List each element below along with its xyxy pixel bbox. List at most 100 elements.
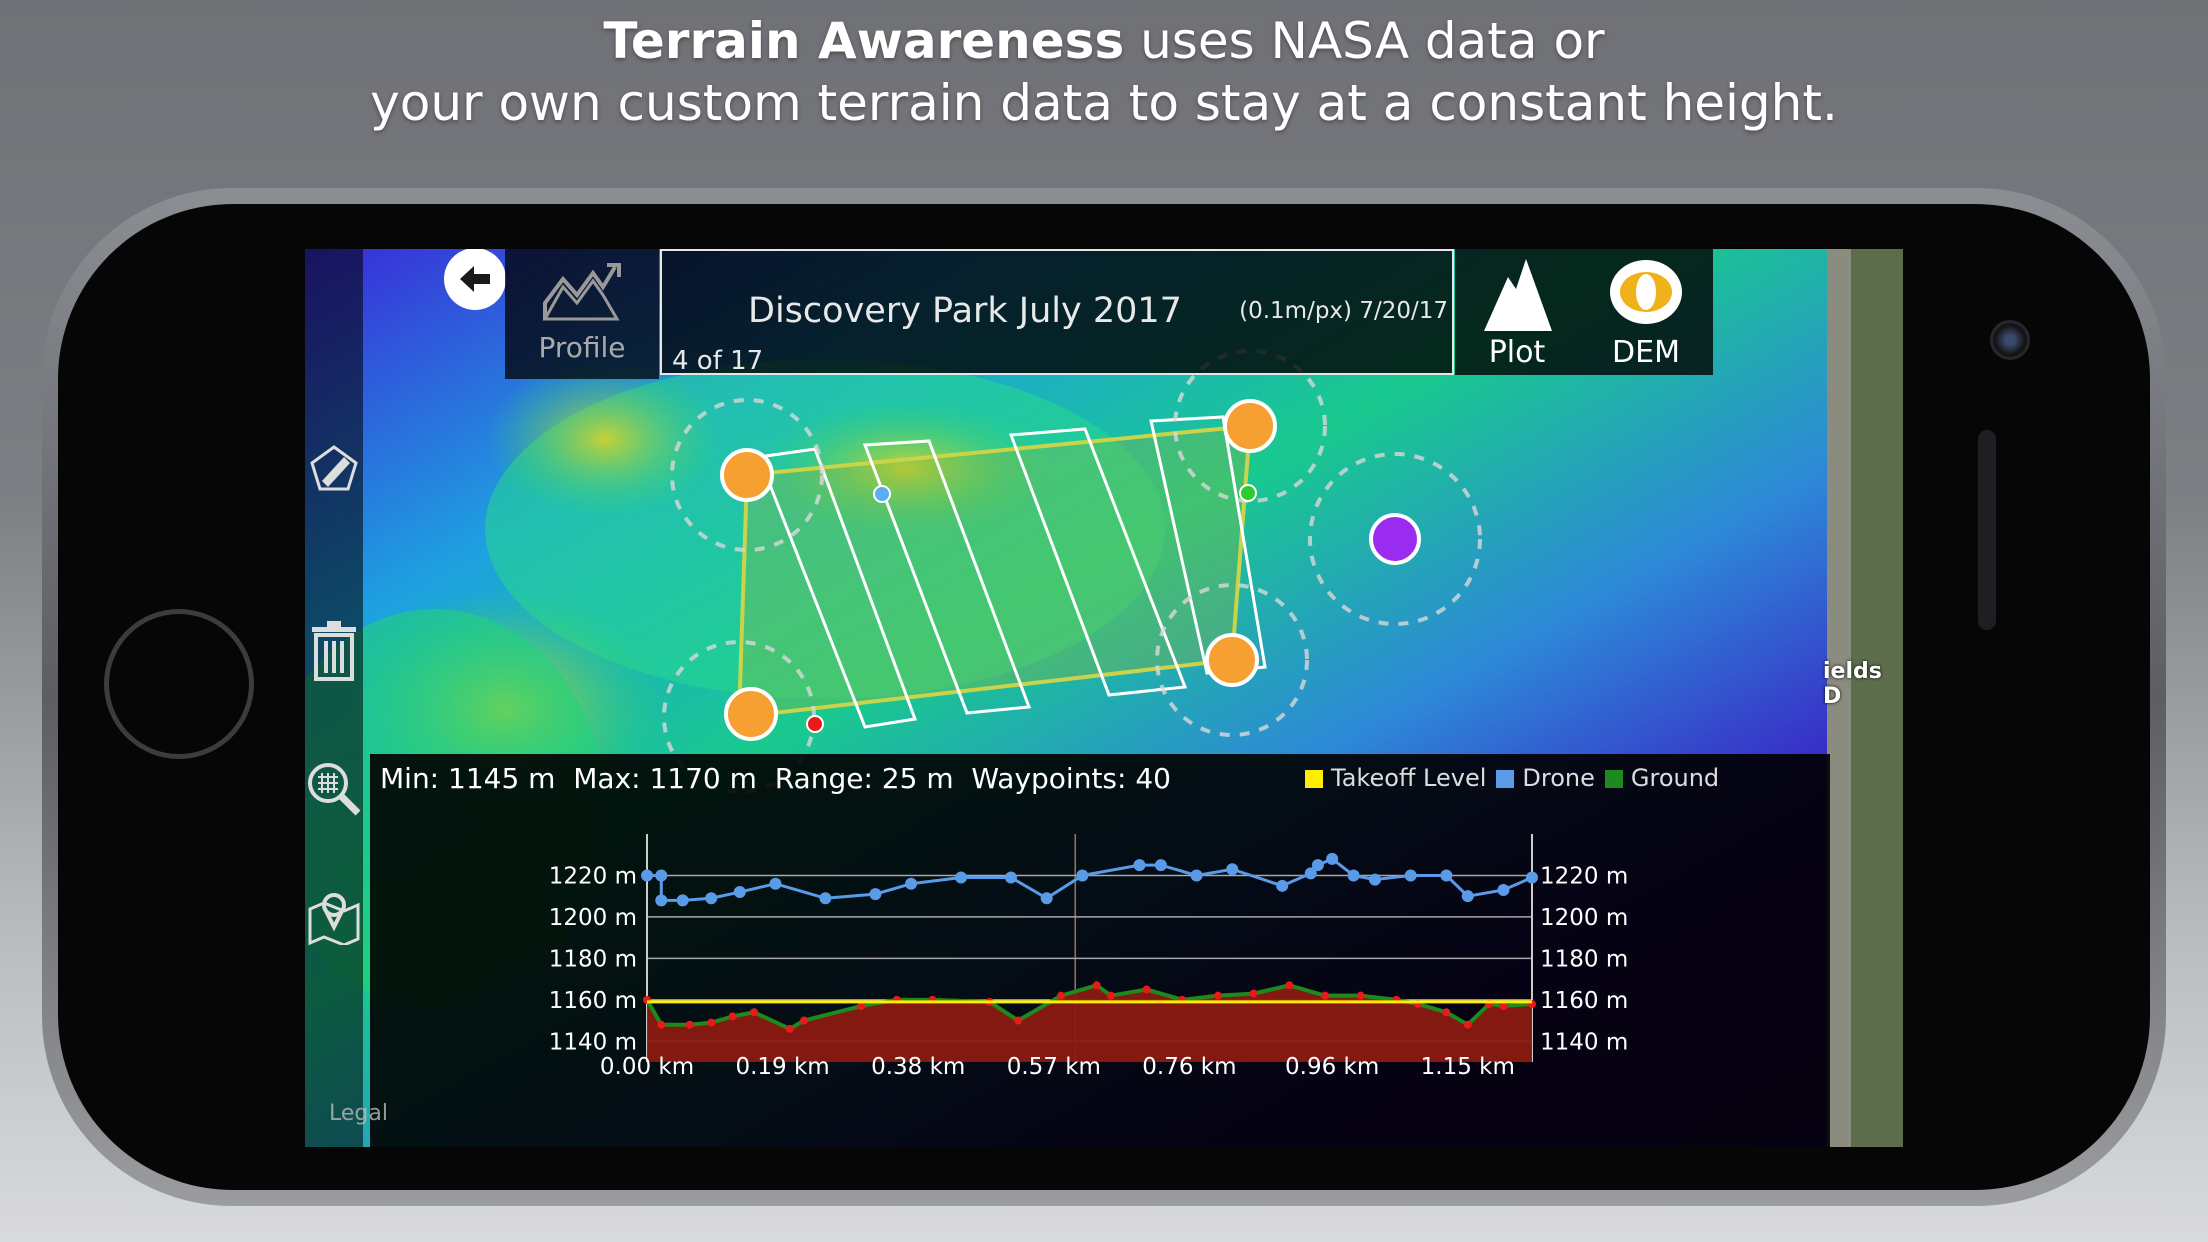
drone-point: [1311, 859, 1324, 872]
profile-chart-icon: [542, 263, 621, 321]
drone-point: [1461, 890, 1474, 903]
drone-point: [1004, 871, 1017, 884]
dem-button[interactable]: DEM: [1579, 249, 1713, 375]
y-tick-left: 1220 m: [549, 863, 637, 889]
headline-line1: uses NASA data or: [1124, 12, 1605, 70]
drone-point: [1304, 867, 1317, 880]
y-tick-right: 1160 m: [1540, 988, 1628, 1014]
drone-point: [733, 886, 746, 899]
drone-point: [1347, 869, 1360, 882]
x-tick: 0.57 km: [1007, 1054, 1101, 1080]
y-tick-left: 1140 m: [549, 1029, 637, 1055]
y-tick-right: 1200 m: [1540, 905, 1628, 931]
home-button: [104, 609, 254, 759]
ground-point: [657, 1020, 666, 1029]
profile-button[interactable]: Profile: [505, 249, 659, 379]
ground-point: [707, 1018, 716, 1027]
x-tick: 0.00 km: [600, 1054, 694, 1080]
app-screen: Profile Discovery Park July 2017 (0.1m/p…: [305, 249, 1903, 1147]
drone-point: [1440, 869, 1453, 882]
x-tick: 1.15 km: [1421, 1054, 1515, 1080]
drone-point: [1040, 892, 1053, 905]
edit-polygon-icon[interactable]: [305, 429, 363, 509]
plot-label: Plot: [1488, 335, 1546, 370]
drone-point: [869, 888, 882, 901]
drone-point: [769, 877, 782, 890]
legend-ground-label: Ground: [1630, 764, 1720, 792]
ground-point: [1249, 989, 1258, 998]
chart-legend: Takeoff Level Drone Ground: [1305, 764, 1719, 792]
ground-point: [1356, 991, 1365, 1000]
x-tick: 0.96 km: [1285, 1054, 1379, 1080]
y-tick-right: 1180 m: [1540, 946, 1628, 972]
drone-point: [655, 869, 668, 882]
zoom-grid-icon[interactable]: [305, 749, 363, 829]
drone-point: [1368, 873, 1381, 886]
headline: Terrain Awareness uses NASA data or your…: [0, 10, 2208, 134]
ground-point: [1014, 1016, 1023, 1025]
back-button[interactable]: [442, 249, 508, 312]
y-tick-right: 1220 m: [1540, 863, 1628, 889]
ground-point: [800, 1016, 809, 1025]
x-tick: 0.76 km: [1142, 1054, 1236, 1080]
drone-point: [905, 877, 918, 890]
ground-area: [647, 985, 1532, 1062]
legend-drone: Drone: [1496, 764, 1595, 792]
mission-count: 4 of 17: [672, 346, 764, 376]
street-label: ields D: [1823, 659, 1882, 709]
ground-point: [1092, 981, 1101, 990]
ground-point: [857, 1002, 866, 1011]
drone-point: [1497, 883, 1510, 896]
drone-point: [1190, 869, 1203, 882]
ground-point: [1106, 991, 1115, 1000]
headline-line2: your own custom terrain data to stay at …: [370, 74, 1838, 132]
ground-point: [1463, 1020, 1472, 1029]
plot-button[interactable]: Plot: [1455, 249, 1579, 375]
ground-point: [728, 1012, 737, 1021]
drone-point: [819, 892, 832, 905]
drone-point: [641, 869, 653, 882]
ground-point: [685, 1020, 694, 1029]
trash-icon[interactable]: [305, 611, 363, 691]
drone-point: [655, 894, 668, 907]
map-pin-icon[interactable]: [305, 877, 363, 957]
drone-point: [705, 892, 718, 905]
ground-point: [1321, 991, 1330, 1000]
camera-lens: [1990, 320, 2030, 360]
y-tick-right: 1140 m: [1540, 1029, 1628, 1055]
chart-stats: Min: 1145 m Max: 1170 m Range: 25 m Wayp…: [380, 762, 1171, 795]
ground-point: [1213, 991, 1222, 1000]
y-tick-left: 1180 m: [549, 946, 637, 972]
legend-ground: Ground: [1604, 764, 1720, 792]
drone-point: [1076, 869, 1089, 882]
y-tick-left: 1160 m: [549, 988, 637, 1014]
left-toolbar: [305, 249, 363, 1147]
ground-point: [785, 1024, 794, 1033]
profile-label: Profile: [538, 331, 626, 364]
drone-point: [1133, 859, 1146, 872]
speaker-grille: [1978, 430, 1996, 630]
drone-point: [1226, 863, 1239, 876]
mission-meta: (0.1m/px) 7/20/17: [1239, 298, 1448, 324]
map-legal-link[interactable]: Legal: [329, 1101, 388, 1126]
drone-point: [1154, 859, 1167, 872]
drone-point: [1404, 869, 1417, 882]
ground-point: [1442, 1008, 1451, 1017]
headline-bold: Terrain Awareness: [603, 12, 1125, 70]
legend-drone-label: Drone: [1522, 764, 1595, 792]
ground-point: [1142, 985, 1151, 994]
ground-point: [750, 1008, 759, 1017]
drone-point: [676, 894, 689, 907]
x-tick: 0.38 km: [871, 1054, 965, 1080]
mission-selector[interactable]: Discovery Park July 2017 (0.1m/px) 7/20/…: [660, 249, 1454, 376]
drone-point: [955, 871, 968, 884]
mountain-icon: [1484, 259, 1552, 331]
ground-point: [1285, 981, 1294, 990]
legend-takeoff: Takeoff Level: [1305, 764, 1486, 792]
drone-point: [1526, 871, 1538, 884]
elevation-chart[interactable]: 1220 m 1220 m 1200 m 1200 m 1180 m 1180 m 1160…: [370, 754, 1830, 1147]
ground-point: [1499, 1002, 1508, 1011]
ground-point: [1056, 991, 1065, 1000]
legend-takeoff-label: Takeoff Level: [1331, 764, 1487, 792]
eye-icon: [1610, 260, 1682, 324]
